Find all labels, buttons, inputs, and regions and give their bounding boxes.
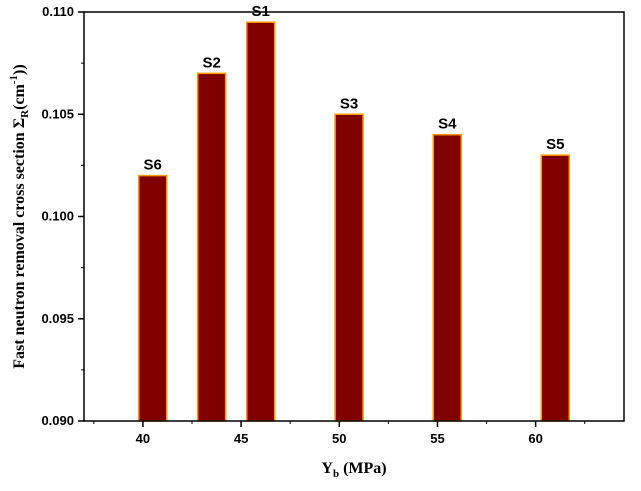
y-axis: 0.090 0.095 0.100 0.105 0.110: [41, 4, 84, 428]
bar-label: S2: [202, 54, 220, 71]
bar-label: S4: [438, 116, 457, 133]
x-tick-label: 55: [430, 431, 444, 446]
y-tick-label: 0.090: [41, 413, 74, 428]
y-tick-label: 0.105: [41, 106, 74, 121]
x-tick-label: 45: [234, 431, 248, 446]
y-tick-label: 0.110: [42, 4, 74, 19]
bar-label: S6: [144, 157, 162, 174]
bars-group: [137, 21, 571, 422]
bar-s5: [540, 154, 571, 422]
x-axis-title: Yb (MPa): [321, 460, 386, 480]
y-tick-label: 0.095: [41, 311, 74, 326]
bar-s1: [245, 21, 276, 422]
x-tick-label: 50: [332, 431, 346, 446]
x-tick-label: 60: [528, 431, 542, 446]
bar-label: S5: [546, 136, 564, 153]
bar-s4: [432, 133, 463, 422]
bar-s2: [196, 72, 227, 422]
bar-s3: [334, 113, 364, 422]
bar-label: S3: [340, 95, 358, 112]
y-tick-label: 0.100: [41, 209, 74, 224]
y-axis-title: Fast neutron removal cross section ΣR(cm…: [8, 64, 31, 368]
x-tick-label: 40: [136, 431, 150, 446]
bar-s6: [137, 174, 168, 422]
x-axis: 40 45 50 55 60: [93, 421, 586, 446]
